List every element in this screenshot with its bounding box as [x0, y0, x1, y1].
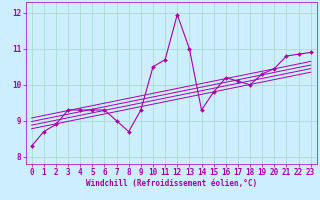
X-axis label: Windchill (Refroidissement éolien,°C): Windchill (Refroidissement éolien,°C) — [86, 179, 257, 188]
